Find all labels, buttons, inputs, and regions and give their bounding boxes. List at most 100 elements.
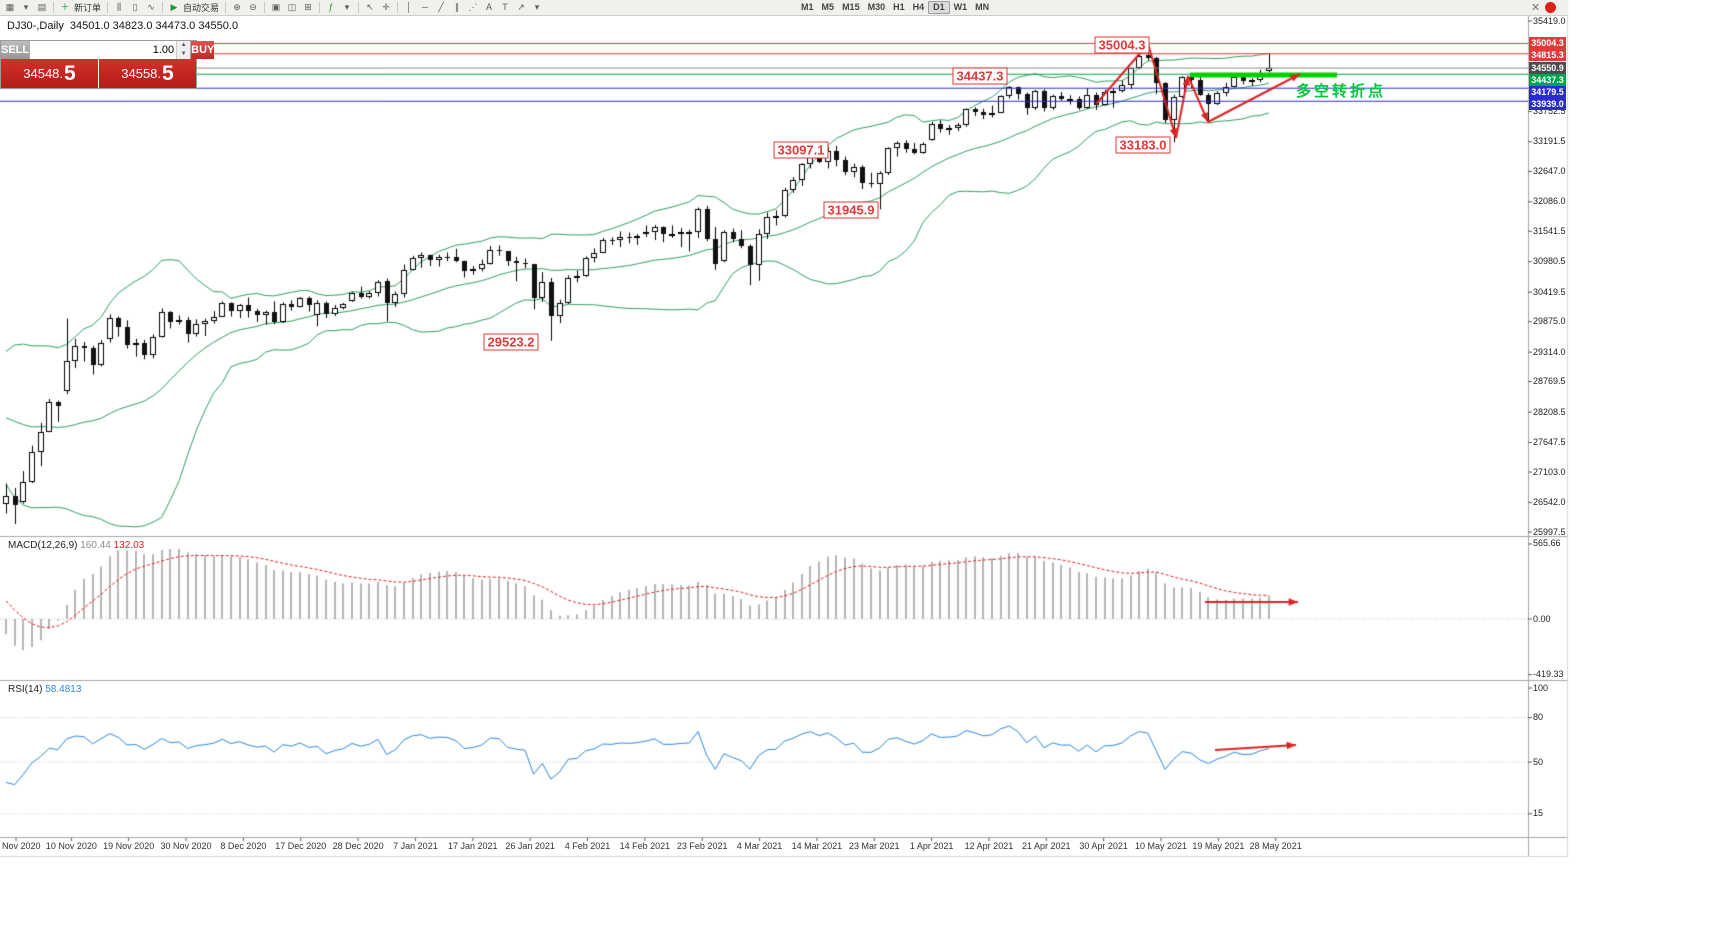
arrows-dropdown-icon[interactable]: ▾ xyxy=(534,2,540,12)
line-chart-icon[interactable]: ∿ xyxy=(147,2,155,12)
timeframe-mn[interactable]: MN xyxy=(975,2,990,12)
panel-separator-rsi[interactable] xyxy=(0,679,1568,683)
zoom-out-icon[interactable]: ⊖ xyxy=(249,2,257,12)
rsi-tick: 15 xyxy=(1533,808,1544,819)
fibonacci-icon[interactable]: ⋰ xyxy=(468,2,478,12)
sell-price-button[interactable]: 34548. 5 xyxy=(1,59,99,88)
crosshair-icon[interactable]: ✛ xyxy=(382,2,390,12)
zoom-in-icon[interactable]: ⊕ xyxy=(233,2,241,12)
price-tag: 35004.3 xyxy=(1529,37,1566,50)
price-tick: 35419.0 xyxy=(1533,15,1566,26)
date-label: 17 Jan 2021 xyxy=(448,841,498,851)
date-label: 10 May 2021 xyxy=(1134,841,1188,851)
sell-price-frac: 5 xyxy=(64,62,76,85)
date-label: 1 Apr 2021 xyxy=(909,841,954,851)
macd-tick: -419.33 xyxy=(1533,669,1564,680)
timeframe-toolbar: M1 M5 M15 M30 H1 H4 D1 W1 MN xyxy=(797,1,993,14)
candlestick-chart-icon[interactable]: ▯ xyxy=(132,2,138,12)
timeframe-h1[interactable]: H1 xyxy=(893,2,905,12)
date-label: 30 Nov 2020 xyxy=(160,841,212,851)
price-flag-annotation[interactable]: 35004.3 xyxy=(1094,36,1150,54)
rsi-tick: 50 xyxy=(1533,756,1544,767)
autotrading-button[interactable]: 自动交易 xyxy=(183,3,220,13)
date-label: 10 Nov 2020 xyxy=(45,841,97,851)
tile-windows-icon[interactable]: ▣ xyxy=(271,2,281,12)
price-tick: 26542.0 xyxy=(1533,496,1566,507)
price-tick: 29875.0 xyxy=(1533,316,1566,327)
price-tag: 34550.9 xyxy=(1529,62,1566,75)
close-icon[interactable]: ✕ xyxy=(1531,2,1541,14)
indicators-icon[interactable]: ƒ xyxy=(328,2,334,12)
sell-price-int: 34548. xyxy=(23,66,64,81)
timeframe-h4[interactable]: H4 xyxy=(912,2,925,12)
new-chart-dropdown-icon[interactable]: ▾ xyxy=(23,2,29,12)
price-flag-annotation[interactable]: 33097.1 xyxy=(773,141,829,159)
new-order-button[interactable]: 新订单 xyxy=(74,3,102,13)
timeframe-m5[interactable]: M5 xyxy=(821,2,835,12)
timeframe-d1[interactable]: D1 xyxy=(928,1,950,14)
price-tick: 30419.5 xyxy=(1533,286,1566,297)
buy-price-int: 34558. xyxy=(121,66,162,81)
price-flag-annotation[interactable]: 34437.3 xyxy=(952,67,1008,85)
price-flag-annotation[interactable]: 31945.9 xyxy=(823,201,879,219)
text-icon[interactable]: A xyxy=(486,2,493,12)
arrows-icon[interactable]: ↗ xyxy=(517,2,525,12)
rsi-tick: 80 xyxy=(1533,712,1544,723)
volume-down-button[interactable]: ▼ xyxy=(177,50,191,59)
trendline-icon[interactable]: ╱ xyxy=(438,2,444,12)
price-tag: 34437.3 xyxy=(1529,74,1566,87)
channel-icon[interactable]: ∥ xyxy=(454,2,460,12)
pivot-annotation[interactable]: 多空转折点 xyxy=(1296,83,1387,100)
macd-tick: 0.00 xyxy=(1533,613,1551,624)
date-label: 23 Feb 2021 xyxy=(676,841,728,851)
timeframe-w1[interactable]: W1 xyxy=(953,2,968,12)
new-order-icon[interactable]: ＋ xyxy=(60,2,70,12)
volume-up-button[interactable]: ▲ xyxy=(177,41,191,50)
date-label: 7 Jan 2021 xyxy=(393,841,438,851)
cascade-windows-icon[interactable]: ◫ xyxy=(287,2,297,12)
timeframe-m30[interactable]: M30 xyxy=(867,2,886,12)
bar-chart-icon[interactable]: ⫼ xyxy=(116,2,122,12)
macd-name: MACD(12,26,9) xyxy=(8,540,78,551)
volume-input[interactable] xyxy=(30,41,177,59)
date-label: 21 Apr 2021 xyxy=(1022,841,1071,851)
date-label: 4 Feb 2021 xyxy=(564,841,611,851)
timeframe-m15[interactable]: M15 xyxy=(842,2,860,12)
buy-label: BUY xyxy=(191,41,215,59)
toolbar-separator xyxy=(53,2,54,13)
price-tick: 31541.5 xyxy=(1533,225,1566,236)
price-tag: 33939.0 xyxy=(1529,98,1566,111)
rsi-tick: 100 xyxy=(1533,682,1549,693)
arrange-windows-icon[interactable]: ⊞ xyxy=(304,2,312,12)
price-tick: 27103.0 xyxy=(1533,466,1566,477)
macd-value-1: 160.44 xyxy=(80,540,111,551)
new-chart-icon[interactable]: ▦ xyxy=(5,2,15,12)
text-label-icon[interactable]: T xyxy=(502,2,508,12)
toolbar-separator xyxy=(397,2,399,13)
horizontal-line-icon[interactable]: ─ xyxy=(421,2,429,12)
indicators-dropdown-icon[interactable]: ▾ xyxy=(344,2,350,12)
date-label: 19 May 2021 xyxy=(1192,841,1245,851)
one-click-trading-panel: SELL ▲ ▼ BUY 34548.5 34558.5 xyxy=(0,40,215,89)
vertical-line-icon[interactable]: │ xyxy=(406,2,412,12)
volume-field: ▲ ▼ xyxy=(29,41,192,59)
profiles-icon[interactable]: ▤ xyxy=(37,2,47,12)
date-label: 26 Jan 2021 xyxy=(505,841,555,851)
ohlc-values: 34501.0 34823.0 34473.0 34550.0 xyxy=(69,20,239,32)
rsi-value: 58.4813 xyxy=(45,684,82,695)
macd-value-2: 132.03 xyxy=(113,540,145,551)
panel-separator-macd[interactable] xyxy=(0,535,1568,539)
date-label: 12 Apr 2021 xyxy=(964,841,1014,851)
cursor-icon[interactable]: ↖ xyxy=(366,2,374,12)
autotrading-icon[interactable]: ▶ xyxy=(170,2,178,12)
price-flag-annotation[interactable]: 29523.2 xyxy=(483,333,539,351)
buy-price-button[interactable]: 34558. 5 xyxy=(99,59,196,88)
rsi-label: RSI(14) 58.4813 xyxy=(8,684,81,695)
price-flag-annotation[interactable]: 33183.0 xyxy=(1115,136,1171,154)
timeframe-m1[interactable]: M1 xyxy=(801,2,814,12)
rsi-name: RSI(14) xyxy=(8,684,43,695)
buy-price-frac: 5 xyxy=(162,62,174,85)
price-tick: 28208.5 xyxy=(1533,406,1566,417)
price-tick: 25997.5 xyxy=(1533,526,1566,537)
